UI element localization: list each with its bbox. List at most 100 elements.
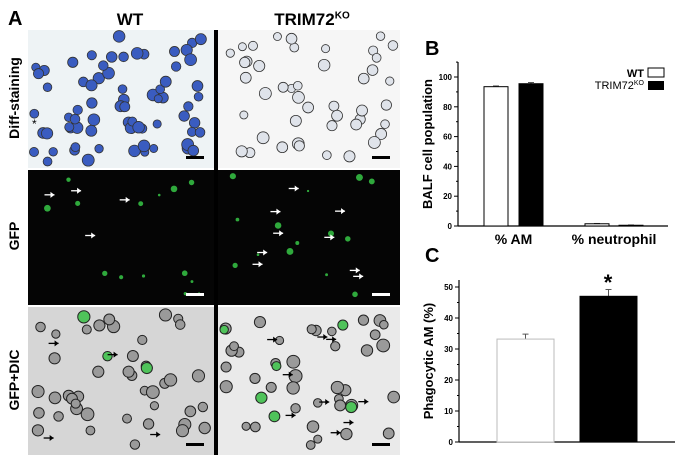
cell [29,108,40,119]
chart-b-legend-swatch-wt [647,67,665,78]
cell [253,316,267,329]
column-title-ko: TRIM72KO [262,10,362,30]
arrowhead-icon [273,336,278,343]
cell [81,153,95,167]
chart-b-legend-ko: TRIM72KO [595,80,645,92]
chart-c-y-tick-label: 0 [449,438,454,447]
chart-b-bar-ko [618,224,644,227]
cell [385,76,395,86]
cell [248,40,258,51]
scale-bar [372,443,390,446]
gfp-signal [368,178,375,185]
cell [375,128,388,140]
chart-b-y-tick-label: 20 [443,192,452,201]
cell [357,72,370,85]
cell [86,50,97,61]
chart-b-y-axis-label: BALF cell population [420,79,435,209]
cell [67,56,79,68]
cell [142,418,155,430]
chart-c-bar-wt [496,338,555,443]
chart-b-y-tick-label: 40 [443,162,452,171]
cell [306,420,320,433]
panel-divider [214,30,218,455]
gfp-signal [306,189,310,193]
panel-a-letter: A [8,8,23,30]
cell [80,407,95,422]
cell [42,156,53,167]
chart-b-x-tick-label: % neutrophil [572,231,657,247]
cell [86,97,98,109]
cell [302,101,314,114]
arrowhead-icon [359,273,364,280]
arrowhead-icon [349,419,354,426]
cell [220,361,232,373]
cell [387,40,399,51]
cell [286,354,301,369]
gfp-signal [256,253,260,257]
cell [317,58,331,72]
cell [237,42,247,52]
cell [29,147,39,157]
arrowhead-icon [125,196,130,203]
arrowhead-icon [50,191,55,198]
cell [268,410,281,423]
cell [241,421,251,431]
cell [169,46,180,57]
cell [273,32,282,41]
cell [152,119,162,129]
cell [239,56,251,69]
cell [198,421,211,435]
arrowhead-icon [279,230,284,237]
chart-c-y-axis-label: Phagocytic AM (%) [421,303,436,420]
chart-c-y-tick-label: 40 [444,314,453,323]
cell [197,401,209,413]
cell [305,440,316,450]
scale-bar [186,156,204,159]
chart-b-legend-wt: WT [627,68,644,80]
arrowhead-icon [332,336,337,343]
cell [163,373,178,387]
chart-b-legend-swatch-ko [648,81,664,90]
arrowhead-icon [113,351,118,358]
chart-b-x-tick-label: % AM [495,231,533,247]
cell [286,381,300,395]
cell [376,338,391,353]
cell [112,30,126,43]
chart-b-y-tick-label: 100 [439,73,453,82]
cell [191,369,206,383]
gfp-signal [274,222,282,229]
cell [235,145,248,158]
cell [229,341,239,352]
cell [255,391,268,404]
cell [159,75,172,88]
arrowhead-icon [77,187,82,194]
arrowhead-icon [364,398,369,405]
cell [122,365,135,378]
cell [289,114,302,127]
chart-b-y-tick-label: 80 [443,103,452,112]
cell [360,344,374,357]
column-title-wt: WT [116,10,144,29]
cell [129,439,141,450]
cell [375,31,386,41]
cell [119,101,131,113]
arrowhead-icon [325,399,330,406]
cell [293,81,303,91]
micrograph-panel [28,170,214,305]
column-title-ko-text: TRIM72 [274,10,335,29]
cell [249,372,261,385]
cell [371,52,382,63]
cell [105,51,118,63]
cell [118,51,129,63]
cell [70,398,81,409]
arrowhead-icon [323,334,328,341]
gfp-signal [138,201,144,207]
arrowhead-icon [336,429,341,436]
cell [94,144,104,154]
cell [285,32,298,45]
cell [92,365,105,378]
chart-b-legend-ko-sup: KO [634,80,645,87]
gfp-signal [157,193,161,197]
cell [350,118,363,131]
cell [293,140,305,152]
